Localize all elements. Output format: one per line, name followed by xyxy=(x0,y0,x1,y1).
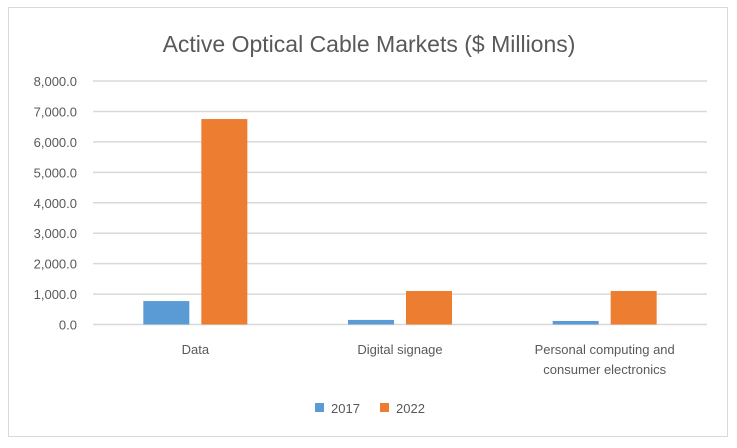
bar-2022-digital-signage xyxy=(406,291,452,325)
x-category-label: Digital signage xyxy=(357,342,442,357)
bar-2017-data xyxy=(143,301,190,325)
y-tick-label: 0.0 xyxy=(59,318,77,333)
y-tick-label: 6,000.0 xyxy=(34,135,77,150)
y-tick-label: 7,000.0 xyxy=(34,104,77,119)
y-tick-label: 4,000.0 xyxy=(34,196,77,211)
chart-frame xyxy=(8,7,728,437)
y-tick-label: 3,000.0 xyxy=(34,226,77,241)
bars xyxy=(143,119,657,325)
y-tick-label: 5,000.0 xyxy=(34,165,77,180)
chart-title: Active Optical Cable Markets ($ Millions… xyxy=(163,31,576,57)
bar-2017-personal-computing-and-consumer-electronics xyxy=(552,320,599,325)
x-category-label: Personal computing and xyxy=(535,342,675,357)
bar-2022-personal-computing-and-consumer-electronics xyxy=(610,291,657,325)
y-tick-label: 2,000.0 xyxy=(34,257,77,272)
x-category-label: Data xyxy=(182,342,210,357)
legend-swatch-2017 xyxy=(315,403,324,412)
legend: 2017 2022 xyxy=(315,401,425,416)
legend-label-2022: 2022 xyxy=(396,401,425,416)
legend-label-2017: 2017 xyxy=(331,401,360,416)
legend-swatch-2022 xyxy=(380,403,389,412)
bar-2017-digital-signage xyxy=(348,319,394,325)
x-category-label: consumer electronics xyxy=(543,362,666,377)
y-tick-label: 1,000.0 xyxy=(34,287,77,302)
gridlines xyxy=(93,80,707,326)
y-tick-label: 8,000.0 xyxy=(34,74,77,89)
bar-2022-data xyxy=(201,119,248,325)
x-axis-category-labels: Data Digital signage Personal computing an… xyxy=(182,342,675,377)
y-axis-tick-labels: 0.0 1,000.0 2,000.0 3,000.0 4,000.0 5,000.0 6,… xyxy=(34,74,77,333)
